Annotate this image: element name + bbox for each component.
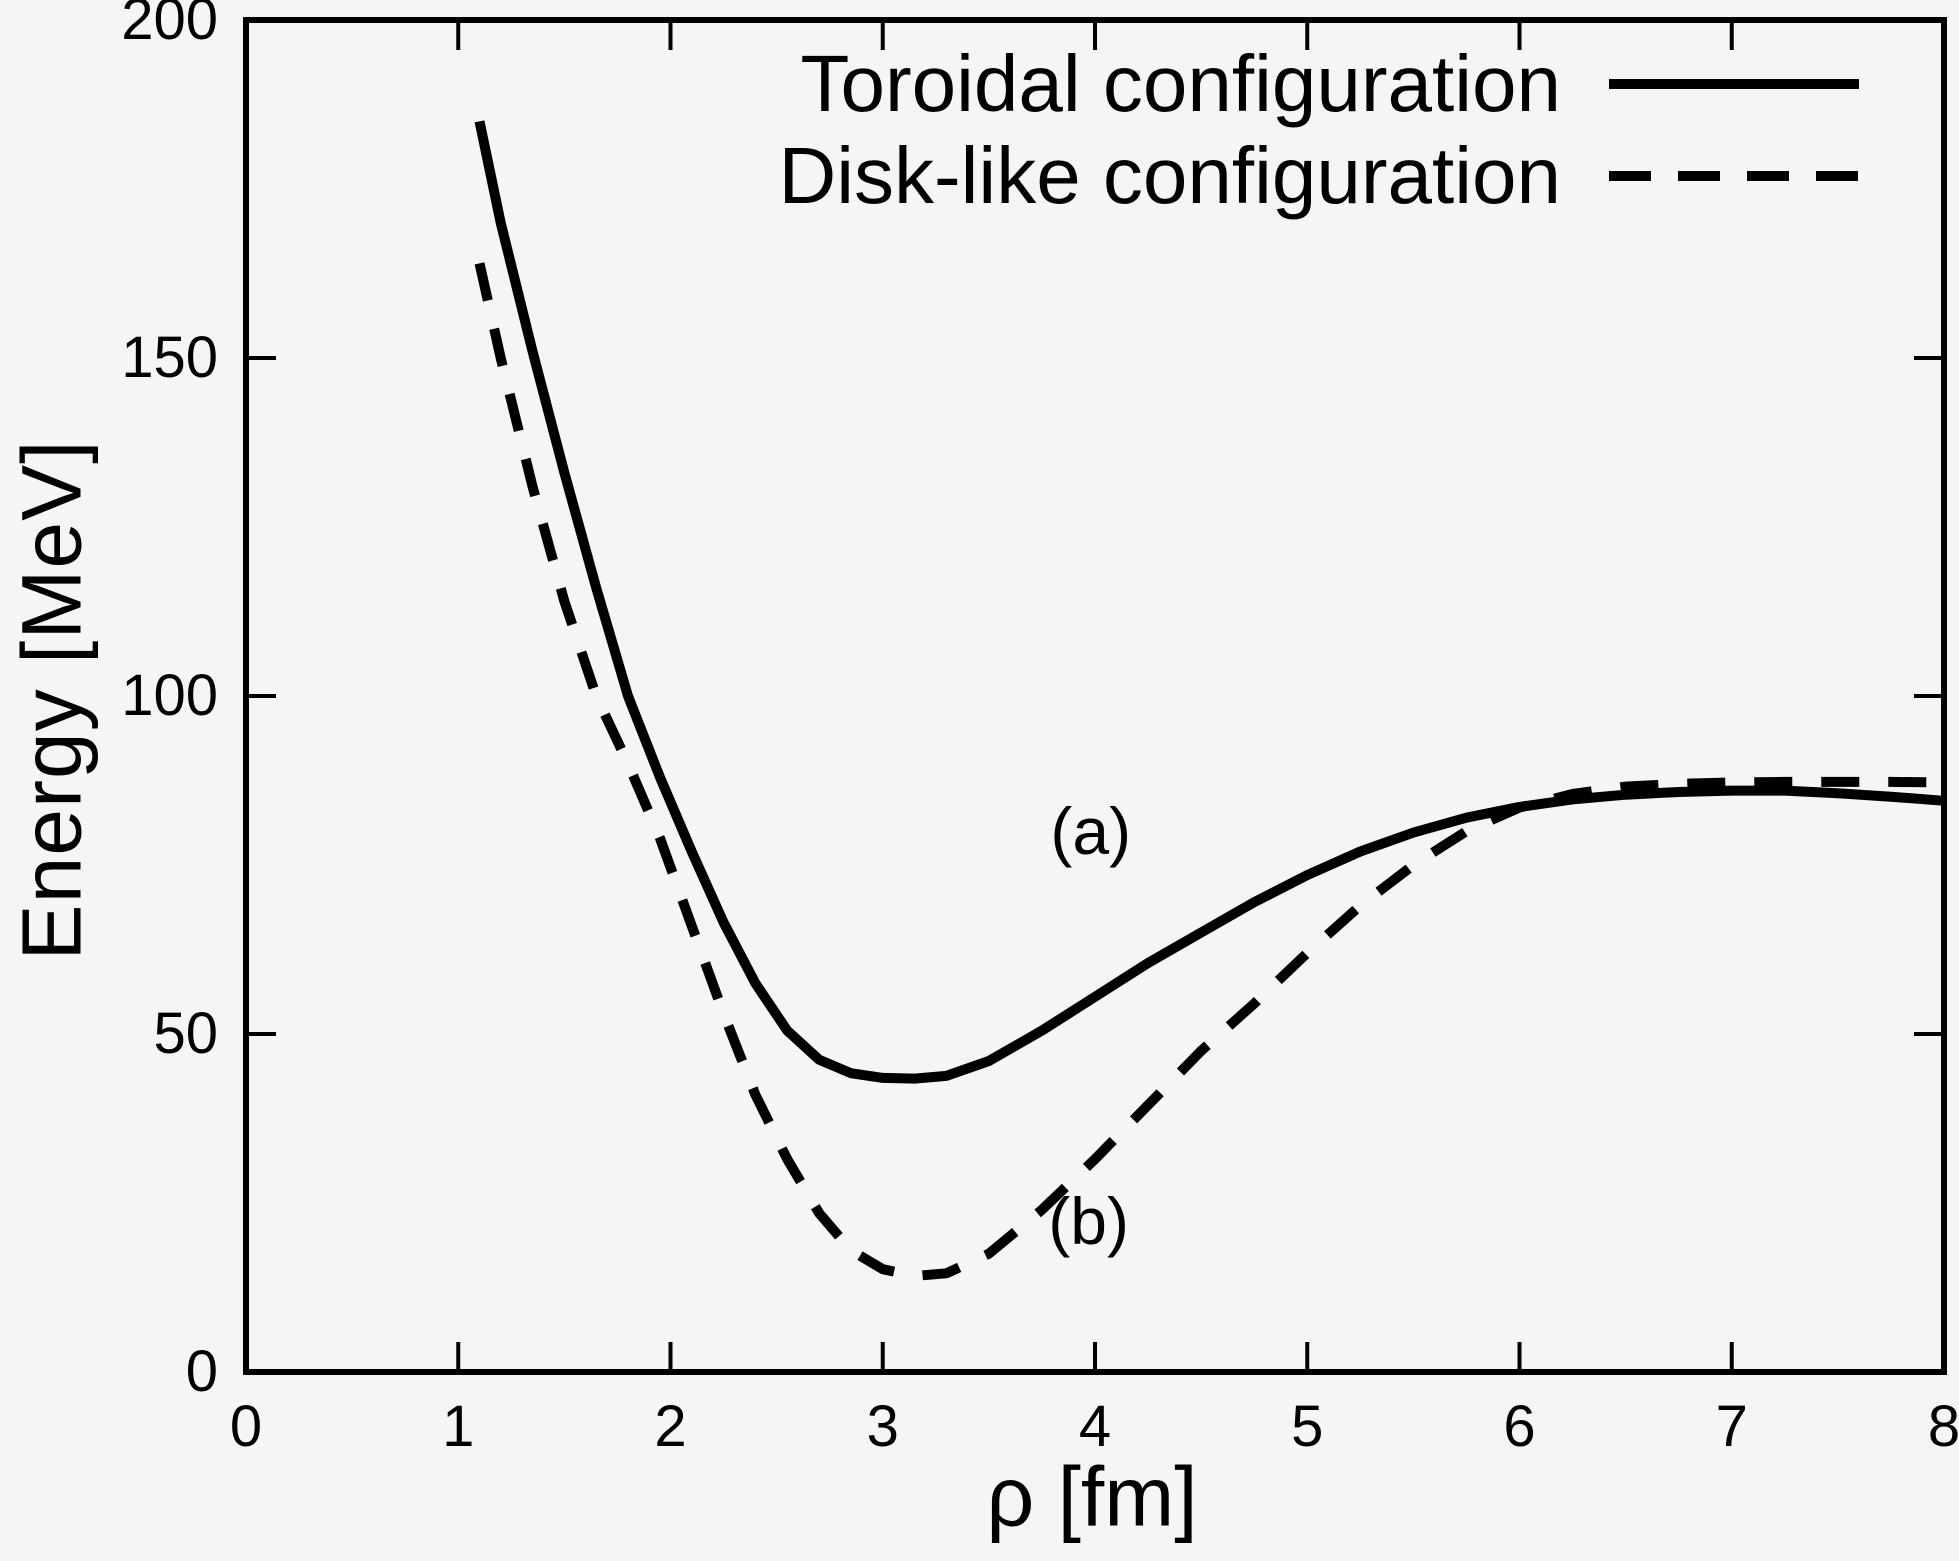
- x-axis-title: ρ [fm]: [986, 1449, 1198, 1544]
- legend-label-toroidal: Toroidal configuration: [800, 39, 1561, 128]
- x-tick-label-0: 0: [229, 1394, 263, 1459]
- annotation-curve-b: (b): [1048, 1184, 1129, 1259]
- x-tick-label-1: 1: [442, 1394, 475, 1459]
- x-tick-label-7: 7: [1715, 1394, 1748, 1459]
- x-tick-label-4: 4: [1078, 1394, 1112, 1459]
- legend: Toroidal configuration Disk-like configu…: [778, 38, 1859, 222]
- x-tick-label-3: 3: [866, 1394, 899, 1459]
- x-tick-label-8: 8: [1927, 1394, 1959, 1459]
- curve-toroidal: [474, 120, 1945, 1084]
- x-tick-label-5: 5: [1291, 1394, 1324, 1459]
- curves-group: [474, 120, 1945, 1281]
- y-tick-label-150: 150: [121, 325, 218, 390]
- y-tick-label-100: 100: [121, 663, 218, 728]
- tick-marks-group: [246, 20, 1944, 1372]
- legend-label-disklike: Disk-like configuration: [778, 131, 1561, 220]
- solid-line-sample-icon: [1609, 79, 1859, 89]
- x-tick-label-2: 2: [654, 1394, 687, 1459]
- y-tick-label-200: 200: [121, 0, 218, 52]
- annotation-curve-a: (a): [1050, 794, 1132, 869]
- y-tick-label-50: 50: [153, 1001, 218, 1066]
- legend-entry-toroidal: Toroidal configuration: [778, 38, 1859, 130]
- dashed-line-sample-icon: [1609, 171, 1859, 181]
- y-tick-label-0: 0: [185, 1339, 218, 1404]
- legend-entry-disklike: Disk-like configuration: [778, 130, 1859, 222]
- curve-disklike: [474, 262, 1945, 1281]
- x-tick-label-6: 6: [1503, 1394, 1536, 1459]
